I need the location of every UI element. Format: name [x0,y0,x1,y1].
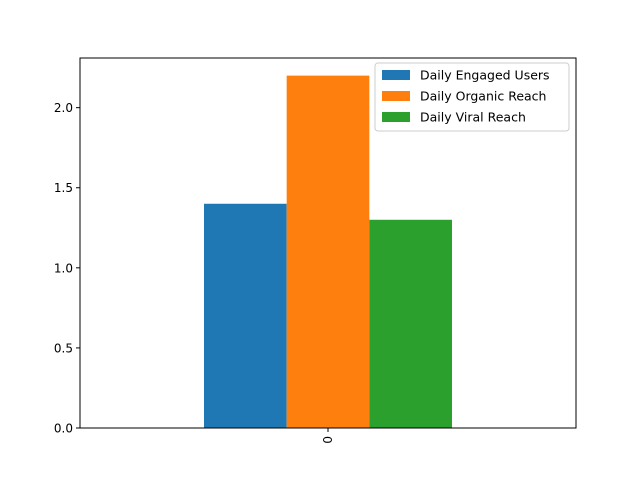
legend-swatch [382,70,410,80]
plot-frame [79,57,577,429]
y-tick-label: 0.0 [54,422,73,436]
legend-swatch [382,91,410,101]
bar-daily-viral-reach [369,219,452,428]
y-tick-label: 0.5 [54,341,73,355]
legend-box [374,62,570,132]
y-tick-label: 1.5 [54,181,73,195]
axes-layer: 0 0.0 0.5 1.0 1.5 2.0 [54,57,577,444]
legend-label: Daily Viral Reach [420,110,526,125]
legend: Daily Engaged Users Daily Organic Reach Da… [374,62,570,132]
legend-swatch [382,112,410,122]
bar-daily-organic-reach [286,75,370,428]
y-tick-label: 2.0 [54,101,73,115]
bars-layer [204,75,452,428]
bar-daily-engaged-users [204,203,287,428]
legend-label: Daily Organic Reach [420,89,546,104]
y-tick-label: 1.0 [54,261,73,275]
x-tick-label: 0 [321,436,335,444]
legend-label: Daily Engaged Users [420,68,550,83]
